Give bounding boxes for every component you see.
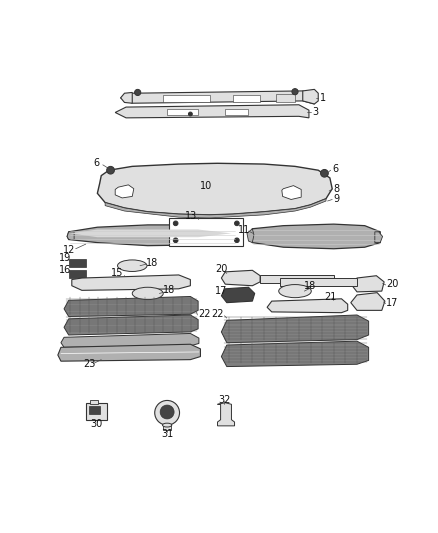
Ellipse shape	[132, 287, 163, 300]
Bar	[163, 424, 171, 430]
Ellipse shape	[279, 285, 311, 297]
Bar	[233, 95, 260, 102]
Polygon shape	[115, 105, 309, 118]
Bar	[170, 218, 243, 246]
Polygon shape	[282, 185, 301, 199]
Bar	[163, 95, 210, 102]
Bar	[69, 270, 86, 278]
Text: 10: 10	[200, 181, 212, 191]
Polygon shape	[58, 344, 201, 361]
Polygon shape	[67, 232, 74, 239]
Text: 22: 22	[198, 309, 211, 319]
Polygon shape	[221, 341, 369, 367]
Polygon shape	[64, 315, 198, 335]
Bar	[279, 278, 357, 286]
Polygon shape	[303, 90, 318, 104]
Text: 18: 18	[304, 281, 317, 290]
Circle shape	[173, 238, 178, 243]
Polygon shape	[61, 334, 199, 348]
Polygon shape	[221, 287, 255, 303]
Circle shape	[155, 400, 180, 425]
Polygon shape	[97, 163, 332, 215]
Bar	[167, 109, 198, 115]
Text: 15: 15	[110, 269, 123, 278]
Bar	[225, 109, 248, 115]
Polygon shape	[120, 92, 132, 103]
Text: 6: 6	[93, 158, 99, 167]
Circle shape	[292, 88, 298, 95]
Text: 30: 30	[91, 418, 103, 429]
Polygon shape	[115, 185, 134, 198]
Polygon shape	[105, 199, 326, 218]
Polygon shape	[375, 232, 382, 243]
Circle shape	[235, 238, 239, 243]
Text: 17: 17	[215, 286, 228, 296]
Text: 32: 32	[218, 394, 231, 405]
Text: 3: 3	[312, 107, 318, 117]
Polygon shape	[352, 276, 384, 292]
Bar	[276, 94, 295, 102]
Polygon shape	[221, 270, 260, 286]
Text: 23: 23	[83, 359, 96, 369]
Text: 16: 16	[60, 265, 72, 276]
Polygon shape	[70, 230, 231, 237]
Text: 6: 6	[332, 164, 338, 174]
Polygon shape	[72, 275, 191, 290]
Ellipse shape	[117, 260, 147, 271]
Bar	[90, 400, 98, 405]
Text: 20: 20	[215, 264, 228, 274]
Text: 17: 17	[386, 297, 399, 308]
Circle shape	[107, 166, 114, 174]
Circle shape	[134, 90, 141, 95]
Text: 18: 18	[146, 257, 159, 268]
Bar	[260, 275, 334, 282]
Polygon shape	[251, 224, 380, 249]
Polygon shape	[67, 225, 237, 246]
Circle shape	[160, 405, 174, 419]
Text: 11: 11	[238, 224, 251, 235]
Text: 21: 21	[325, 292, 337, 302]
Text: 18: 18	[163, 285, 176, 295]
Polygon shape	[231, 227, 238, 241]
Text: 12: 12	[63, 245, 75, 255]
Polygon shape	[120, 91, 314, 104]
Polygon shape	[218, 403, 235, 426]
Ellipse shape	[162, 423, 172, 427]
Bar	[89, 406, 100, 414]
Text: 22: 22	[211, 309, 224, 319]
Text: 20: 20	[386, 279, 399, 289]
Bar	[69, 259, 86, 267]
Polygon shape	[221, 315, 369, 343]
Bar	[86, 403, 107, 419]
Text: 19: 19	[60, 253, 72, 263]
Circle shape	[235, 221, 239, 225]
Polygon shape	[267, 299, 348, 313]
Polygon shape	[64, 296, 198, 317]
Circle shape	[173, 221, 178, 225]
Text: 31: 31	[161, 429, 173, 439]
Polygon shape	[351, 293, 385, 310]
Text: 13: 13	[185, 211, 197, 221]
Polygon shape	[247, 229, 254, 243]
Circle shape	[188, 112, 192, 116]
Text: 8: 8	[334, 184, 340, 193]
Text: 9: 9	[334, 193, 340, 204]
Text: 1: 1	[320, 93, 326, 103]
Circle shape	[321, 169, 328, 177]
